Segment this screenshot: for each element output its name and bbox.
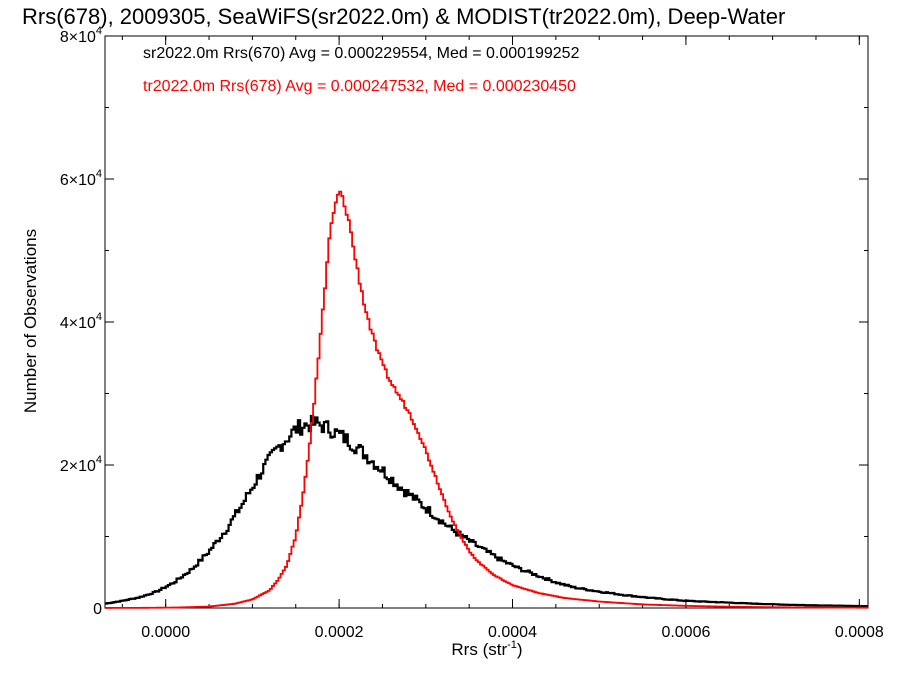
y-tick-label: 0 — [93, 601, 102, 618]
x-axis-label-superscript: -1 — [507, 639, 517, 651]
x-tick-labels: 0.0000 0.0002 0.0004 0.0006 0.0008 — [141, 624, 884, 641]
x-axis-label-text: Rrs (str — [451, 640, 507, 659]
series-layer — [105, 190, 868, 609]
axis-ticks — [105, 35, 868, 609]
x-tick-label: 0.0002 — [315, 624, 364, 641]
plot-area: sr2022.0m Rrs(670) Avg = 0.000229554, Me… — [104, 35, 869, 609]
x-tick-label: 0.0008 — [835, 624, 884, 641]
x-axis-label-close: ) — [517, 640, 523, 659]
x-tick-label: 0.0004 — [488, 624, 537, 641]
y-tick-label: 8×104 — [60, 25, 102, 46]
annotation-tr2022: tr2022.0m Rrs(678) Avg = 0.000247532, Me… — [143, 78, 576, 95]
y-tick-label: 6×104 — [60, 168, 102, 189]
x-tick-label: 0.0000 — [141, 624, 190, 641]
x-tick-label: 0.0006 — [661, 624, 710, 641]
x-axis-label: Rrs (str-1) — [451, 639, 522, 659]
chart-title: Rrs(678), 2009305, SeaWiFS(sr2022.0m) & … — [22, 4, 785, 29]
plot-frame — [104, 35, 869, 609]
y-tick-labels: 0 2×104 4×104 6×104 8×104 — [60, 25, 102, 618]
y-tick-label: 4×104 — [60, 311, 102, 332]
series-histogram-1 — [105, 190, 868, 609]
y-axis-label: Number of Observations — [21, 229, 40, 413]
annotation-sr2022: sr2022.0m Rrs(670) Avg = 0.000229554, Me… — [143, 45, 580, 62]
y-tick-label: 2×104 — [60, 454, 102, 475]
series-histogram-0 — [105, 414, 868, 608]
